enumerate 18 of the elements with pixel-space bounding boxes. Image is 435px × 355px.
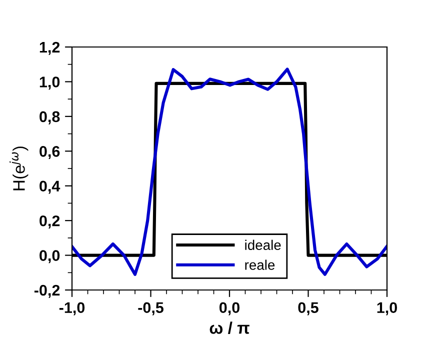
x-tick-label: -0,5 <box>138 302 164 316</box>
y-tick-label: 0,6 <box>40 146 60 160</box>
line-series <box>72 68 387 276</box>
legend-label: reale <box>245 260 275 270</box>
x-tick-label: 1,0 <box>377 302 397 316</box>
y-tick-label: 1,2 <box>40 42 60 55</box>
y-tick-label: -0,2 <box>34 284 60 298</box>
y-tick-label: 0,8 <box>40 111 60 124</box>
x-tick-label: -1,0 <box>59 302 85 316</box>
y-tick-label: 0,0 <box>40 250 60 264</box>
y-tick-label: 1,0 <box>40 76 60 90</box>
y-tick-label: 0,2 <box>40 215 60 228</box>
x-axis-title: ω / π <box>210 322 250 334</box>
x-tick-label: 0,5 <box>298 302 318 316</box>
x-tick-label: 0,0 <box>219 302 240 316</box>
y-tick-label: 0,4 <box>40 180 60 194</box>
legend-label: ideale <box>245 240 281 250</box>
y-axis-title: H(e$^{jω}$) <box>9 146 28 190</box>
